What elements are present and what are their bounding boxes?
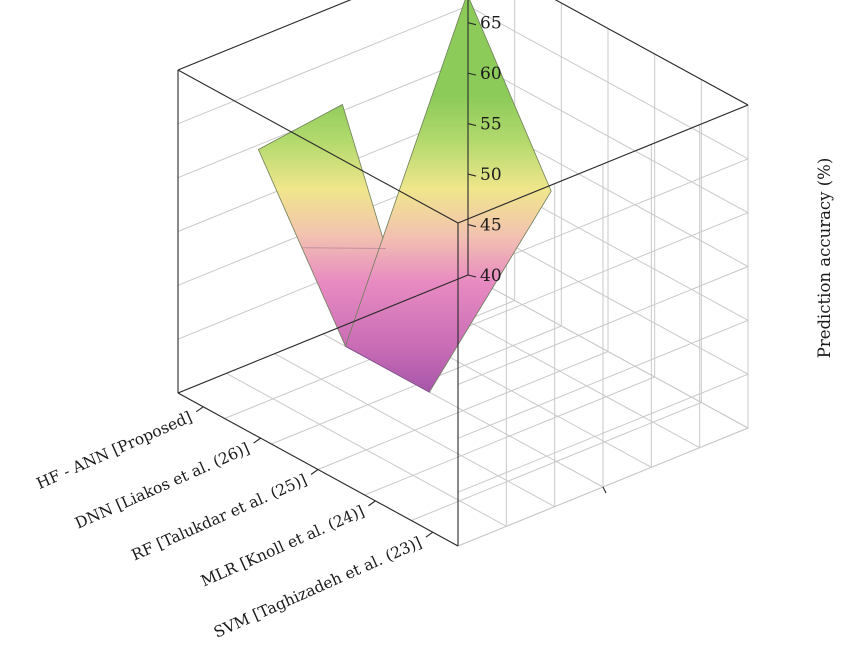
frame-edge (177, 274, 469, 394)
z-tick-mark (467, 72, 477, 76)
category-tick (310, 469, 319, 475)
z-tick-mark (467, 173, 477, 177)
frame-edge (177, 69, 459, 224)
z-gridline-back (177, 5, 469, 125)
z-tick-mark (467, 274, 477, 278)
u-gridline-floor (467, 274, 749, 429)
axis-frame (177, 0, 749, 547)
z-tick-label: 55 (480, 115, 502, 135)
frame-edge (177, 0, 352, 71)
x-axis-tick (602, 486, 607, 494)
z-tick-mark (467, 223, 477, 228)
category-tick (253, 437, 261, 444)
z-tick-label: 60 (480, 64, 502, 84)
z-tick-label: 50 (480, 165, 502, 185)
z-axis-title: Prediction accuracy (%) (815, 158, 834, 359)
z-tick-label: 45 (480, 216, 502, 236)
frame-edge (457, 104, 749, 224)
z-tick-mark (467, 123, 477, 127)
v-gridline-floor (411, 402, 702, 521)
z-tick-label: 40 (480, 266, 502, 286)
z-tick-mark (467, 22, 477, 26)
surface-valley-line (345, 345, 430, 393)
category-tick (425, 531, 434, 538)
v-gridline-floor (364, 376, 655, 496)
v-gridline-floor (317, 351, 609, 470)
category-tick (195, 406, 204, 413)
frame-edge (554, 0, 749, 106)
category-tick (368, 500, 376, 507)
surface-layer (257, 0, 552, 393)
z-axis-ticks: 40455055606570 (467, 14, 502, 286)
surface-face-right (344, 0, 552, 393)
category-label: SVM [Taghizadeh et al. (23)] (211, 533, 424, 641)
z-tick-label: 65 (480, 14, 502, 34)
